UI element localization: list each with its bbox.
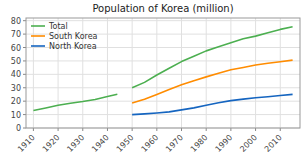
x-tick-label: 1970 xyxy=(164,133,185,154)
x-tick-label: 1930 xyxy=(65,133,86,154)
x-tick-label: 1980 xyxy=(189,133,210,154)
y-tick-label: 70 xyxy=(11,30,21,39)
grid xyxy=(26,18,300,128)
plot-frame xyxy=(26,18,300,128)
chart: Population of Korea (million) 0 10 20 30 40 50… xyxy=(0,0,307,164)
legend-label: South Korea xyxy=(49,32,98,41)
legend-swatch xyxy=(31,25,45,27)
grid-line xyxy=(206,18,207,128)
legend-label: Total xyxy=(48,22,68,31)
grid-line xyxy=(181,18,182,128)
x-tick-label: 1910 xyxy=(16,133,37,154)
series-line xyxy=(132,94,292,114)
x-tick-label: 2010 xyxy=(263,133,284,154)
grid-line xyxy=(280,18,281,128)
grid-line xyxy=(26,60,300,61)
grid-line xyxy=(255,18,256,128)
grid-line xyxy=(107,18,108,128)
y-tick-label: 60 xyxy=(11,44,21,53)
legend-swatch xyxy=(31,35,45,37)
x-tick-label: 1990 xyxy=(214,133,235,154)
grid-line xyxy=(132,18,133,128)
y-tick-label: 80 xyxy=(11,17,21,26)
lines xyxy=(33,27,292,115)
y-tick-label: 20 xyxy=(11,97,21,106)
grid-line xyxy=(26,87,300,88)
grid-line xyxy=(26,114,300,115)
x-tick-label: 2000 xyxy=(238,133,259,154)
y-tick-label: 10 xyxy=(11,111,21,120)
y-tick-label: 30 xyxy=(11,84,21,93)
y-tick-label: 40 xyxy=(11,70,21,79)
legend: TotalSouth KoreaNorth Korea xyxy=(31,22,98,51)
x-tick-label: 1940 xyxy=(90,133,111,154)
x-tick-label: 1950 xyxy=(115,133,136,154)
title: Population of Korea (million) xyxy=(92,3,233,14)
x-tick-label: 1960 xyxy=(139,133,160,154)
grid-line xyxy=(156,18,157,128)
y-tick-label: 0 xyxy=(16,124,21,133)
y-tick-label: 50 xyxy=(11,57,21,66)
grid-line xyxy=(33,18,34,128)
legend-label: North Korea xyxy=(49,42,97,51)
grid-line xyxy=(230,18,231,128)
legend-swatch xyxy=(31,45,45,47)
x-tick-label: 1920 xyxy=(41,133,62,154)
grid-line xyxy=(26,101,300,102)
grid-line xyxy=(26,74,300,75)
